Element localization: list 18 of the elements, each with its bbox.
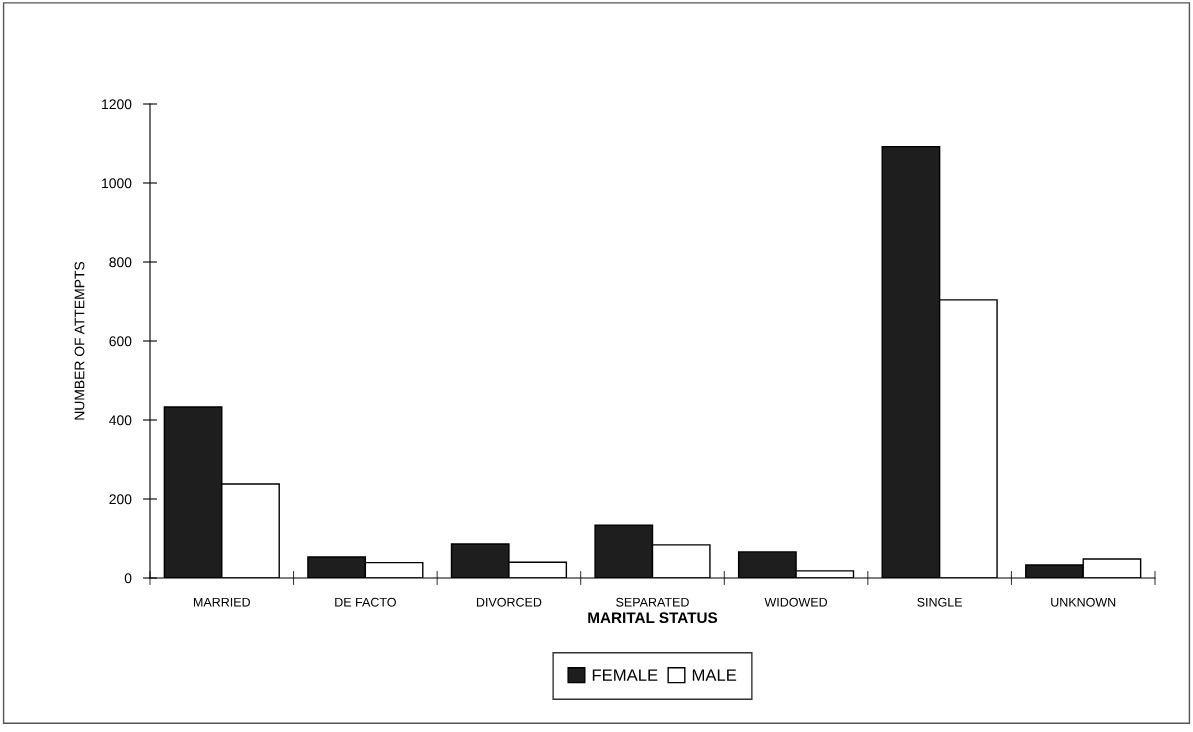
x-tick-label: SINGLE (917, 597, 963, 607)
legend-label: FEMALE (592, 669, 658, 681)
x-tick-label: UNKNOWN (1051, 597, 1116, 607)
x-tick-label: MARRIED (193, 597, 251, 607)
legend-label: MALE (692, 669, 737, 681)
x-tick-label: DE FACTO (335, 597, 396, 607)
y-tick-label: 1000 (102, 178, 132, 189)
x-tick-label: SEPARATED (616, 597, 689, 607)
y-tick-label: 1200 (102, 99, 132, 110)
y-tick-label: 0 (124, 573, 132, 584)
x-tick-label: WIDOWED (764, 597, 828, 607)
y-tick-label: 400 (109, 415, 132, 426)
y-tick-label: 200 (109, 494, 132, 505)
y-axis-title: NUMBER OF ATTEMPTS (74, 261, 85, 420)
x-axis-title: MARITAL STATUS (588, 612, 718, 624)
x-tick-label: DIVORCED (476, 597, 542, 607)
y-tick-label: 600 (109, 336, 132, 347)
y-tick-label: 800 (109, 257, 132, 268)
